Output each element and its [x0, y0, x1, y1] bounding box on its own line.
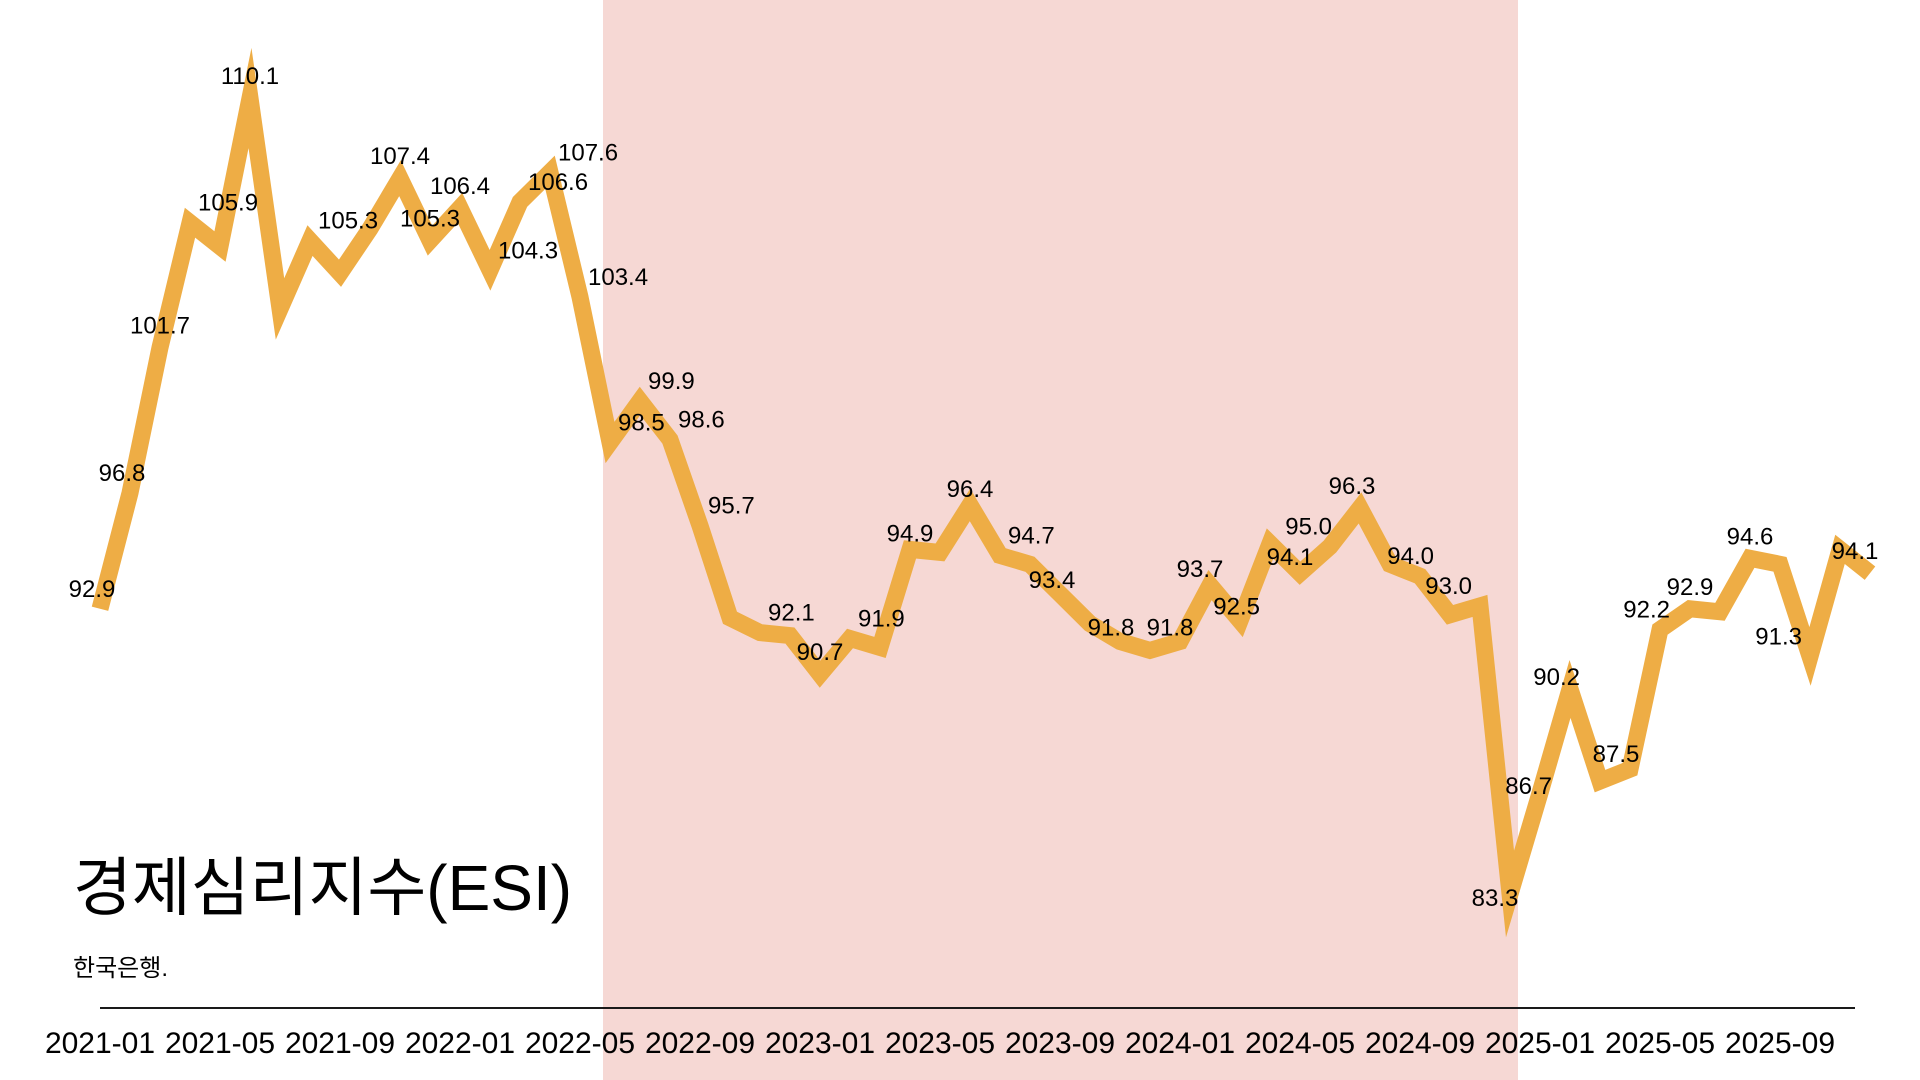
data-point-label: 104.3 — [498, 237, 558, 264]
x-tick-label: 2024-01 — [1125, 1027, 1235, 1060]
data-point-label: 99.9 — [648, 368, 695, 395]
x-tick-label: 2024-09 — [1365, 1027, 1475, 1060]
data-point-label: 92.9 — [1667, 574, 1714, 601]
data-point-label: 96.8 — [99, 460, 146, 487]
data-point-label: 107.6 — [558, 139, 618, 166]
x-tick-label: 2025-09 — [1725, 1027, 1835, 1060]
data-point-label: 106.4 — [430, 173, 490, 200]
x-tick-label: 2023-05 — [885, 1027, 995, 1060]
data-point-label: 87.5 — [1593, 741, 1640, 768]
data-point-label: 91.9 — [858, 606, 905, 633]
data-point-label: 96.4 — [947, 476, 994, 503]
data-point-label: 91.8 — [1088, 615, 1135, 642]
data-point-label: 94.7 — [1008, 522, 1055, 549]
x-tick-label: 2021-05 — [165, 1027, 275, 1060]
data-point-label: 94.1 — [1267, 544, 1314, 571]
data-point-labels: 92.9 96.8 101.7 105.9 110.1 105.3 107.4 105.3 10… — [69, 63, 1879, 912]
data-point-label: 96.3 — [1329, 473, 1376, 500]
data-point-label: 101.7 — [130, 313, 190, 340]
x-tick-label: 2021-01 — [45, 1027, 155, 1060]
data-point-label: 94.9 — [887, 520, 934, 547]
x-tick-label: 2023-01 — [765, 1027, 875, 1060]
data-point-label: 105.3 — [318, 208, 378, 235]
data-point-label: 94.0 — [1387, 543, 1434, 570]
x-tick-label: 2025-01 — [1485, 1027, 1595, 1060]
data-point-label: 94.6 — [1727, 523, 1774, 550]
data-point-label: 91.3 — [1755, 623, 1802, 650]
x-tick-label: 2023-09 — [1005, 1027, 1115, 1060]
data-point-label: 90.2 — [1533, 664, 1580, 691]
data-point-label: 86.7 — [1505, 773, 1552, 800]
x-tick-label: 2025-05 — [1605, 1027, 1715, 1060]
data-point-label: 92.2 — [1623, 597, 1670, 624]
esi-line — [91, 47, 1876, 938]
data-point-label: 93.0 — [1425, 573, 1472, 600]
data-point-label: 91.8 — [1147, 615, 1194, 642]
data-point-label: 95.0 — [1285, 514, 1332, 541]
data-point-label: 105.9 — [198, 190, 258, 217]
x-axis-tick-labels: 2021-01 2021-05 2021-09 2022-01 2022-05 2022-… — [45, 1027, 1835, 1060]
data-point-label: 93.7 — [1177, 556, 1224, 583]
data-point-label: 92.5 — [1213, 594, 1260, 621]
data-point-label: 106.6 — [528, 169, 588, 196]
data-point-label: 98.6 — [678, 407, 725, 434]
data-point-label: 94.1 — [1832, 538, 1879, 565]
data-point-label: 107.4 — [370, 143, 430, 170]
data-point-label: 95.7 — [708, 493, 755, 520]
x-tick-label: 2021-09 — [285, 1027, 395, 1060]
data-point-label: 90.7 — [797, 639, 844, 666]
data-point-label: 92.9 — [69, 576, 116, 603]
data-point-label: 110.1 — [221, 63, 279, 90]
data-point-label: 105.3 — [400, 206, 460, 233]
x-tick-label: 2022-01 — [405, 1027, 515, 1060]
data-point-label: 92.1 — [768, 600, 815, 627]
data-point-label: 103.4 — [588, 264, 648, 291]
x-tick-label: 2024-05 — [1245, 1027, 1355, 1060]
data-point-label: 83.3 — [1472, 885, 1519, 912]
data-point-label: 98.5 — [618, 410, 665, 437]
highlight-band — [603, 0, 1518, 1080]
x-tick-label: 2022-05 — [525, 1027, 635, 1060]
x-tick-label: 2022-09 — [645, 1027, 755, 1060]
data-point-label: 93.4 — [1029, 567, 1076, 594]
